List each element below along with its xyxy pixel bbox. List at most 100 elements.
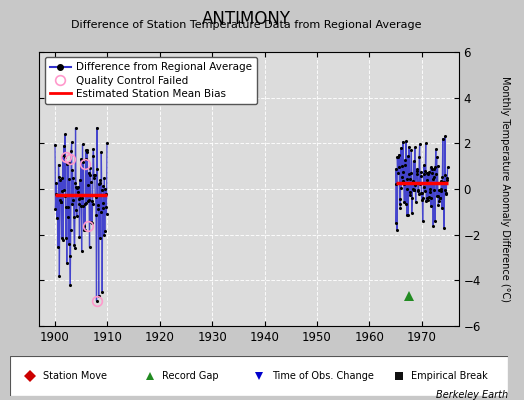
Point (442, 191, 451, 197)
Point (416, 141, 424, 147)
Point (81, 226, 89, 233)
Point (417, 190, 425, 196)
Point (425, 186, 434, 193)
Point (97, 149, 105, 156)
Point (434, 193, 442, 199)
Point (81, 200, 89, 207)
Point (79, 203, 87, 209)
Point (85, 244, 94, 251)
Point (53, 192, 62, 198)
Point (78, 248, 86, 254)
Point (78, 141, 86, 148)
Text: Difference of Station Temperature Data from Regional Average: Difference of Station Temperature Data f… (71, 20, 421, 30)
FancyBboxPatch shape (10, 356, 508, 396)
Point (62, 234, 70, 241)
Point (78, 194, 86, 201)
Point (412, 180, 420, 186)
Point (55, 272, 63, 279)
Point (90, 175, 99, 182)
Point (97, 187, 106, 193)
Text: Station Move: Station Move (43, 371, 107, 381)
Point (65, 176, 73, 182)
Point (440, 187, 449, 193)
Point (416, 169, 424, 176)
Point (416, 181, 424, 188)
Point (56, 197, 64, 203)
Point (414, 190, 423, 197)
Point (84, 170, 93, 176)
Point (397, 145, 405, 151)
Text: ANTIMONY: ANTIMONY (202, 10, 291, 28)
Point (413, 186, 422, 193)
Point (420, 162, 428, 168)
Point (87, 219, 95, 225)
Point (93, 166, 102, 172)
Point (92, 298, 101, 304)
Point (406, 192, 414, 198)
Point (430, 173, 438, 180)
Point (432, 154, 441, 161)
Point (392, 227, 401, 233)
Point (441, 133, 449, 140)
Point (443, 164, 452, 171)
Point (82, 156, 91, 162)
Point (56, 176, 64, 183)
Point (51, 205, 60, 212)
Point (407, 147, 416, 153)
Point (95, 180, 103, 187)
Point (413, 166, 421, 173)
Point (418, 190, 427, 196)
Point (419, 171, 428, 178)
Point (70, 214, 78, 220)
Point (68, 166, 77, 173)
Point (439, 136, 447, 142)
Point (415, 154, 423, 160)
Point (427, 164, 435, 171)
Point (403, 212, 411, 218)
Point (409, 186, 417, 193)
Point (398, 162, 406, 169)
Text: Berkeley Earth: Berkeley Earth (436, 390, 508, 400)
Point (91, 194, 100, 200)
Point (84, 182, 92, 188)
Y-axis label: Monthly Temperature Anomaly Difference (°C): Monthly Temperature Anomaly Difference (… (500, 76, 510, 302)
Point (86, 179, 95, 186)
Point (417, 173, 425, 180)
Point (429, 222, 438, 229)
Point (83, 149, 91, 155)
Point (395, 163, 403, 170)
Point (439, 179, 447, 186)
Point (403, 186, 411, 192)
Point (58, 188, 67, 194)
Point (425, 169, 433, 176)
Point (86, 165, 94, 171)
Point (423, 170, 432, 176)
Point (77, 156, 85, 162)
Point (73, 213, 81, 220)
Point (80, 223, 89, 229)
Point (93, 124, 101, 131)
Point (404, 212, 412, 218)
Point (54, 244, 62, 250)
Point (63, 204, 72, 210)
Point (396, 204, 405, 211)
Point (71, 180, 79, 186)
Point (94, 293, 103, 300)
Point (408, 195, 417, 201)
Point (57, 199, 65, 206)
Point (83, 147, 92, 153)
Point (397, 185, 406, 191)
Point (94, 206, 102, 212)
Point (64, 160, 73, 166)
Point (438, 174, 446, 180)
Point (402, 176, 411, 182)
Point (52, 215, 61, 221)
Text: Record Gap: Record Gap (162, 371, 219, 381)
Point (73, 188, 82, 195)
Point (76, 194, 84, 201)
Point (67, 227, 75, 234)
Point (421, 168, 430, 174)
Point (100, 232, 108, 238)
Point (421, 187, 429, 194)
Point (399, 138, 407, 145)
